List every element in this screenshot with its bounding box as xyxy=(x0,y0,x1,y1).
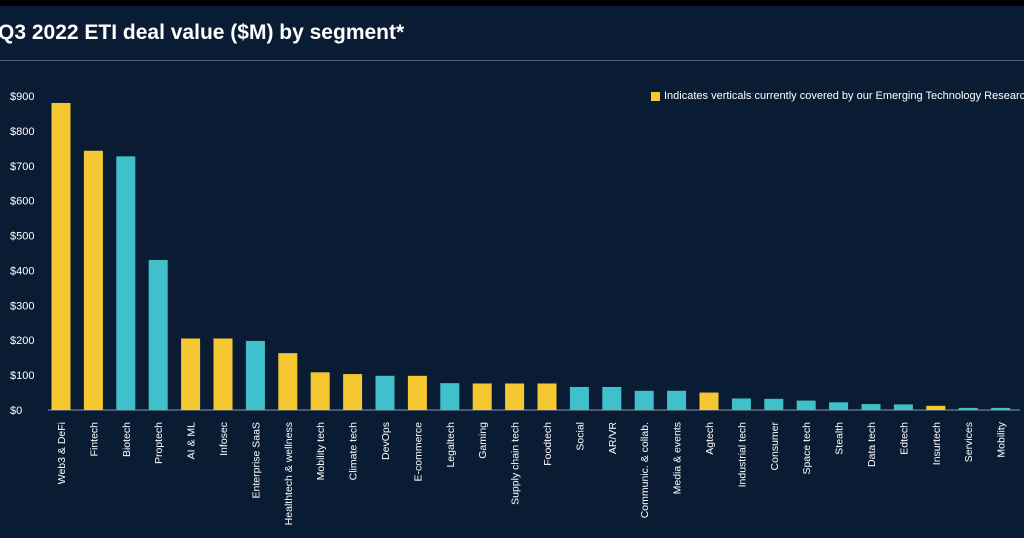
legend-swatch xyxy=(651,91,660,101)
x-tick-label: Social xyxy=(574,422,586,451)
bar xyxy=(926,405,946,410)
y-tick-label: $0 xyxy=(10,405,22,417)
x-tick-label: Services xyxy=(963,422,975,462)
x-tick-label: Proptech xyxy=(153,422,165,464)
bar xyxy=(83,150,103,410)
bar xyxy=(407,375,427,410)
x-tick-label: Space tech xyxy=(801,422,813,475)
bar xyxy=(796,400,816,410)
bar xyxy=(148,259,168,410)
bar xyxy=(569,386,589,410)
x-tick-label: Biotech xyxy=(121,422,133,457)
bar xyxy=(958,407,978,410)
bar xyxy=(829,402,849,410)
x-tick-label: Consumer xyxy=(769,421,781,470)
x-tick-label: Stealth xyxy=(834,422,846,455)
x-tick-label: Mobility tech xyxy=(315,422,327,481)
bar xyxy=(278,353,298,410)
bar xyxy=(764,398,784,410)
x-tick-label: Insurtech xyxy=(931,422,943,465)
bar xyxy=(375,375,395,410)
bar xyxy=(51,102,71,410)
y-tick-label: $500 xyxy=(10,231,34,243)
x-tick-label: Healthtech & wellness xyxy=(283,422,295,525)
y-tick-label: $200 xyxy=(10,335,34,347)
bar xyxy=(634,390,654,410)
x-tick-label: Media & events xyxy=(672,422,684,494)
x-tick-label: AR/VR xyxy=(607,422,619,455)
bar xyxy=(213,338,233,410)
top-bar xyxy=(0,0,1024,6)
x-tick-label: Mobility xyxy=(996,421,1008,457)
bar xyxy=(472,383,492,410)
x-tick-label: Web3 & DeFi xyxy=(56,422,68,484)
bar xyxy=(991,407,1011,410)
bar xyxy=(245,340,265,410)
x-tick-label: Supply chain tech xyxy=(510,422,522,505)
bar xyxy=(440,383,460,410)
bar xyxy=(861,404,881,410)
x-tick-label: Fintech xyxy=(88,422,100,457)
y-tick-label: $300 xyxy=(10,300,34,312)
bar xyxy=(731,398,751,410)
bar xyxy=(505,383,525,410)
x-tick-label: DevOps xyxy=(380,422,392,460)
x-tick-label: Enterprise SaaS xyxy=(250,422,262,498)
x-axis-labels: Web3 & DeFi Fintech Biotech Proptech AI & ML… xyxy=(56,421,1008,525)
x-tick-label: AI & ML xyxy=(186,422,198,460)
x-tick-label: Industrial tech xyxy=(736,422,748,488)
bar xyxy=(537,383,557,410)
bars xyxy=(51,102,1011,410)
legend: Indicates verticals currently covered by… xyxy=(651,90,1024,102)
y-tick-label: $900 xyxy=(10,91,34,103)
x-tick-label: Edtech xyxy=(898,422,910,455)
y-tick-label: $100 xyxy=(10,370,34,382)
bar xyxy=(181,338,201,410)
y-axis-ticks: $0 $100 $200 $300 $400 $500 $600 $700 $800 $900 xyxy=(10,91,34,417)
bar xyxy=(310,372,330,410)
bar xyxy=(699,392,719,410)
x-tick-label: Legaltech xyxy=(445,422,457,468)
bar xyxy=(343,374,363,410)
x-tick-label: Foodtech xyxy=(542,422,554,466)
bar xyxy=(667,390,687,410)
x-tick-label: Climate tech xyxy=(348,422,360,481)
x-tick-label: Infosec xyxy=(218,422,230,456)
bar xyxy=(893,404,913,410)
title-divider xyxy=(0,60,1024,61)
x-tick-label: Gaming xyxy=(477,422,489,459)
y-tick-label: $700 xyxy=(10,161,34,173)
x-tick-label: Data tech xyxy=(866,422,878,467)
bar xyxy=(602,386,622,410)
y-tick-label: $800 xyxy=(10,126,34,138)
x-tick-label: Communic. & collab. xyxy=(639,422,651,518)
x-tick-label: E-commerce xyxy=(412,422,424,482)
chart-title: Q3 2022 ETI deal value ($M) by segment* xyxy=(0,21,405,44)
bar xyxy=(116,156,136,410)
y-tick-label: $400 xyxy=(10,265,34,277)
x-tick-label: Agtech xyxy=(704,422,716,455)
legend-label: Indicates verticals currently covered by… xyxy=(664,90,1024,102)
y-tick-label: $600 xyxy=(10,196,34,208)
